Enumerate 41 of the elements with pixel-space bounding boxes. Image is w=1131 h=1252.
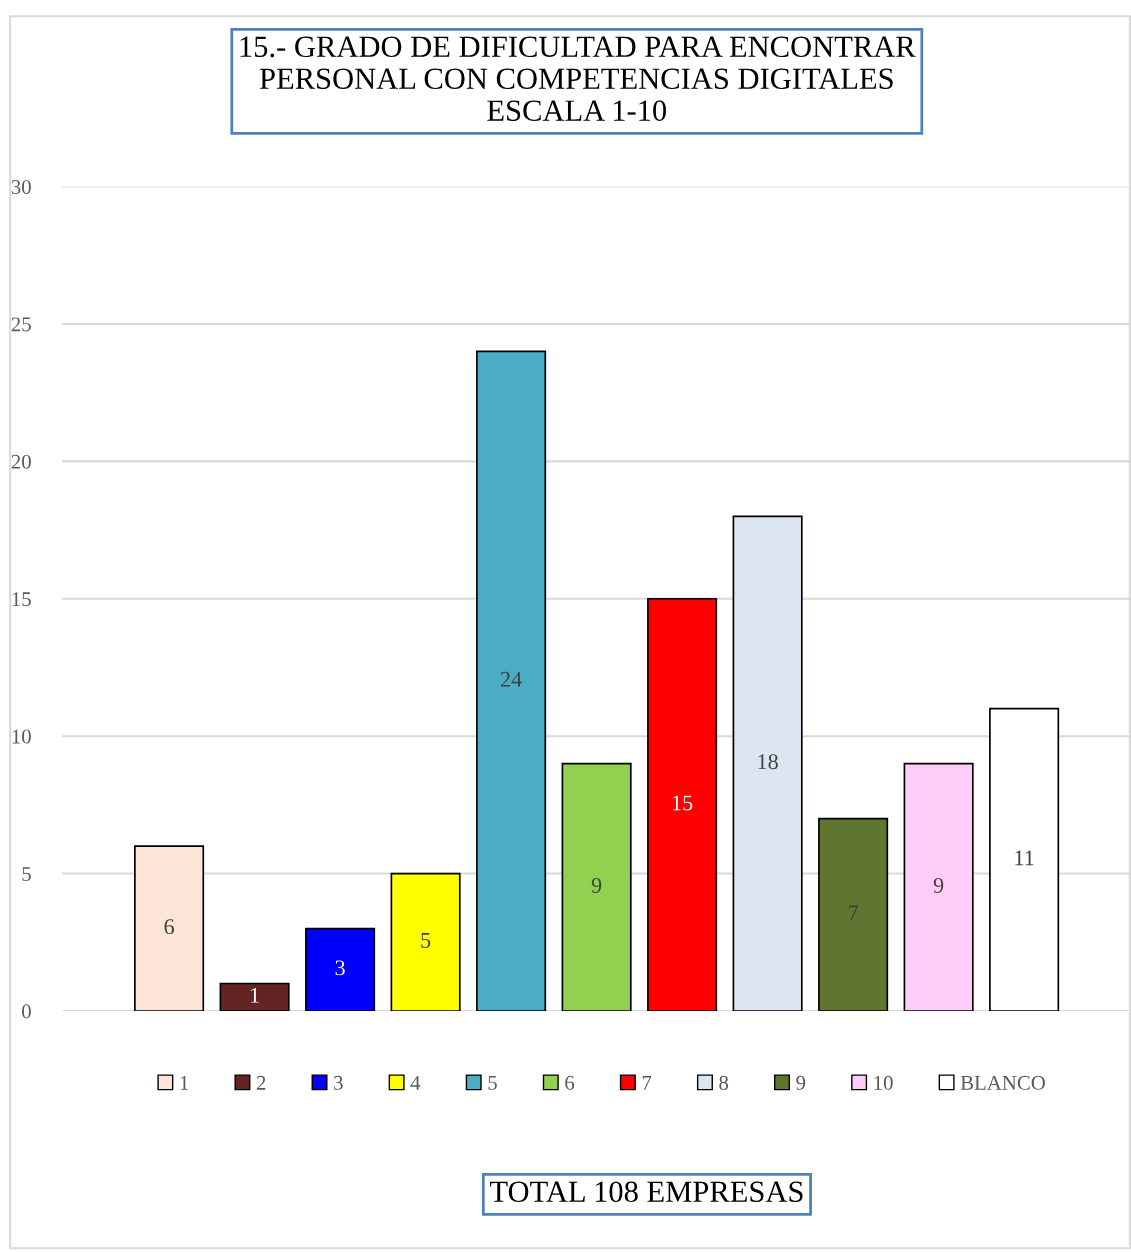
bar <box>476 350 547 1011</box>
bar <box>561 762 632 1011</box>
bar <box>134 845 205 1011</box>
legend-label: 9 <box>796 1075 806 1090</box>
legend-label: BLANCO <box>960 1075 1045 1090</box>
data-label: 6 <box>164 919 174 935</box>
data-label: 11 <box>1015 850 1034 866</box>
y-tick-label: 20 <box>11 454 31 469</box>
data-label: 1 <box>250 987 259 1003</box>
y-tick-label: 25 <box>11 317 31 332</box>
data-label: 18 <box>758 754 778 770</box>
data-label: 9 <box>591 877 602 893</box>
bar <box>390 872 461 1011</box>
bar <box>989 707 1060 1011</box>
bar <box>219 982 290 1011</box>
bar <box>305 927 376 1011</box>
y-tick-label: 10 <box>12 729 31 744</box>
legend-label: 4 <box>410 1075 421 1090</box>
legend-label: 6 <box>565 1075 575 1090</box>
y-tick-label: 0 <box>22 1004 31 1019</box>
data-label: 15 <box>672 795 693 811</box>
y-tick-label: 15 <box>12 592 31 607</box>
chart-title: 15.- GRADO DE DIFICULTAD PARA ENCONTRAR PERSONAL CON COMPETENCIAS DIGITALES ESCALA 1-10 <box>240 36 916 121</box>
legend-label: 3 <box>334 1075 343 1090</box>
bar <box>818 817 889 1011</box>
legend-label: 5 <box>488 1076 497 1090</box>
data-label: 9 <box>933 877 944 893</box>
bar <box>647 597 718 1011</box>
data-label: 5 <box>421 933 431 948</box>
legend-label: 10 <box>874 1075 893 1090</box>
legend-label: 7 <box>642 1076 652 1090</box>
legend-label: 8 <box>719 1075 729 1090</box>
bar <box>903 762 974 1011</box>
data-label: 3 <box>335 960 345 976</box>
text: TOTAL 108 EMPRESAS <box>489 1181 803 1203</box>
y-tick-label: 30 <box>11 179 31 194</box>
bar <box>732 515 803 1011</box>
data-label: 24 <box>500 671 522 687</box>
legend-label: 2 <box>256 1075 266 1090</box>
legend-label: 1 <box>180 1075 189 1090</box>
y-tick-label: 5 <box>22 867 31 882</box>
